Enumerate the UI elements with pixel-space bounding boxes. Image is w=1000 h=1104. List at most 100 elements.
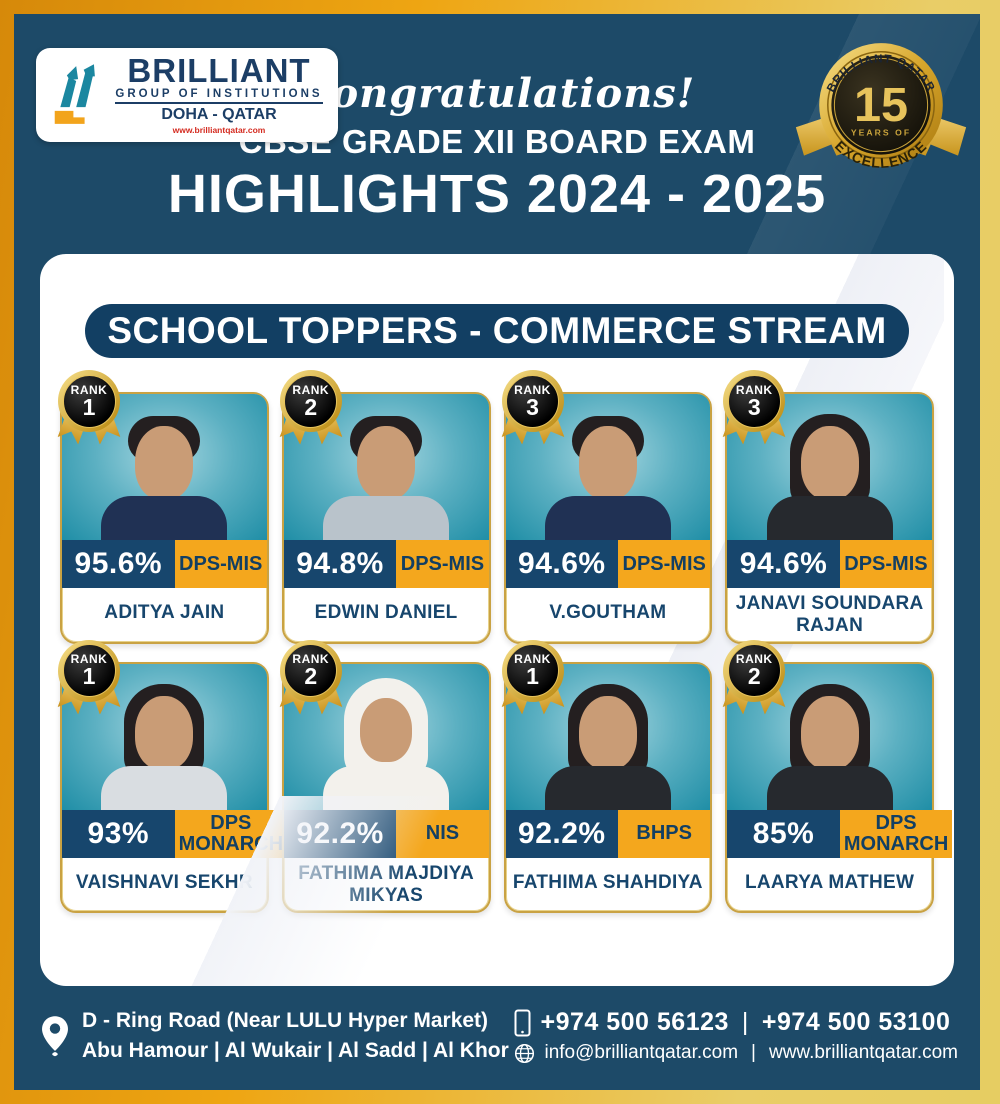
student-card: RANK 2 92.2% NIS FATHIMA MAJDIYA MIKYAS xyxy=(282,639,491,914)
stream-banner-title: SCHOOL TOPPERS - COMMERCE STREAM xyxy=(107,310,887,351)
phone-row: +974 500 56123 | +974 500 53100 xyxy=(514,1008,958,1037)
student-name: VAISHNAVI SEKHR xyxy=(75,871,253,893)
avatar-shoulders xyxy=(766,765,893,810)
cards-grid: RANK 1 95.6% DPS-MIS ADITYA JAIN RANK 2 xyxy=(40,358,954,914)
brilliant-logo-icon xyxy=(55,64,96,124)
rank-badge: RANK 1 xyxy=(501,639,564,722)
divider: | xyxy=(741,1008,749,1036)
rank-label: RANK xyxy=(70,382,108,397)
address-block: D - Ring Road (Near LULU Hyper Market) A… xyxy=(40,1009,509,1063)
score-row: 94.6% DPS-MIS xyxy=(727,540,932,588)
address-line-2: Abu Hamour | Al Wukair | Al Sadd | Al Kh… xyxy=(82,1039,509,1062)
score-row: 93% DPS MONARCH xyxy=(62,809,288,858)
score-percentage: 94.6% xyxy=(727,540,840,588)
avatar-shoulders xyxy=(766,496,893,540)
score-percentage: 94.8% xyxy=(283,540,397,588)
logo-website: www.brilliantqatar.com xyxy=(172,124,266,135)
avatar-face xyxy=(135,426,194,500)
score-row: 92.2% BHPS xyxy=(505,809,711,858)
rank-circle: RANK 2 xyxy=(723,639,786,702)
logo-subtitle: GROUP OF INSTITUTIONS xyxy=(115,88,323,104)
footer: D - Ring Road (Near LULU Hyper Market) A… xyxy=(14,986,980,1064)
rank-badge: RANK 1 xyxy=(58,370,120,452)
brilliant-logo: BRILLIANT GROUP OF INSTITUTIONS DOHA - Q… xyxy=(36,48,338,142)
brilliant-logo-text: BRILLIANT GROUP OF INSTITUTIONS DOHA - Q… xyxy=(115,52,323,135)
score-row: 85% DPS MONARCH xyxy=(727,809,953,858)
avatar-face xyxy=(578,695,637,770)
school-name: DPS-MIS xyxy=(839,540,932,588)
avatar-shoulders xyxy=(323,496,450,540)
divider: | xyxy=(751,1042,756,1063)
rank-circle: RANK 2 xyxy=(279,639,342,702)
student-name: FATHIMA MAJDIYA MIKYAS xyxy=(298,862,475,906)
student-card: RANK 1 92.2% BHPS FATHIMA SHAHDIYA xyxy=(504,639,713,914)
highlights-title: HIGHLIGHTS 2024 - 2025 xyxy=(167,164,827,224)
student-photo xyxy=(727,394,932,540)
rank-badge: RANK 3 xyxy=(502,370,564,452)
rank-circle: RANK 1 xyxy=(58,370,120,432)
rank-number: 3 xyxy=(747,393,761,420)
student-card: RANK 2 94.8% DPS-MIS EDWIN DANIEL xyxy=(282,370,491,644)
rank-number: 1 xyxy=(82,393,96,420)
logo-name: BRILLIANT xyxy=(127,52,311,90)
logo-location: DOHA - QATAR xyxy=(161,105,277,123)
rank-number: 3 xyxy=(526,393,539,420)
phone-number-2: +974 500 53100 xyxy=(761,1008,951,1036)
rank-badge: RANK 2 xyxy=(279,639,342,722)
student-name: ADITYA JAIN xyxy=(104,602,225,624)
avatar-shoulders xyxy=(101,765,228,810)
rank-badge: RANK 2 xyxy=(723,639,786,722)
rank-label: RANK xyxy=(514,652,551,667)
phone-icon xyxy=(514,1009,531,1036)
score-row: 94.6% DPS-MIS xyxy=(505,540,711,588)
student-name: FATHIMA SHAHDIYA xyxy=(512,871,703,893)
contact-block: +974 500 56123 | +974 500 53100 info@bri… xyxy=(514,1008,958,1064)
student-name: JANAVI SOUNDARA RAJAN xyxy=(735,593,924,636)
rank-circle: RANK 2 xyxy=(279,370,342,432)
score-percentage: 93% xyxy=(62,809,175,858)
rank-number: 2 xyxy=(304,393,318,420)
location-pin-icon xyxy=(42,1016,68,1057)
stream-banner: SCHOOL TOPPERS - COMMERCE STREAM xyxy=(85,304,909,358)
rank-badge: RANK 2 xyxy=(280,370,342,452)
avatar-face xyxy=(357,426,416,500)
school-name: NIS xyxy=(396,809,489,858)
student-photo xyxy=(62,663,267,810)
badge-number: 15 xyxy=(854,78,908,132)
school-name: DPS-MIS xyxy=(618,540,711,588)
avatar-face xyxy=(578,426,637,500)
rank-label: RANK xyxy=(514,382,551,397)
avatar-face xyxy=(135,695,194,770)
address-lines: D - Ring Road (Near LULU Hyper Market) A… xyxy=(82,1009,509,1063)
student-card: RANK 1 95.6% DPS-MIS ADITYA JAIN xyxy=(60,370,269,644)
student-photo xyxy=(283,394,489,540)
rank-label: RANK xyxy=(735,652,773,667)
avatar-shoulders xyxy=(544,496,671,540)
poster-background: BRILLIANT GROUP OF INSTITUTIONS DOHA - Q… xyxy=(14,14,980,1090)
rank-badge: RANK 3 xyxy=(723,370,785,452)
avatar-shoulders xyxy=(323,765,450,810)
toppers-panel: SCHOOL TOPPERS - COMMERCE STREAM RANK 1 … xyxy=(40,254,954,986)
website-url: www.brilliantqatar.com xyxy=(768,1042,958,1063)
header: BRILLIANT GROUP OF INSTITUTIONS DOHA - Q… xyxy=(14,14,980,238)
rank-number: 1 xyxy=(526,663,539,690)
email-address: info@brilliantqatar.com xyxy=(544,1042,739,1063)
badge-years-of: YEARS OF xyxy=(851,127,911,137)
school-name: DPS-MIS xyxy=(396,540,489,588)
rank-circle: RANK 1 xyxy=(501,639,564,702)
avatar-face xyxy=(360,697,413,762)
phone-number-1: +974 500 56123 xyxy=(540,1008,729,1036)
rank-label: RANK xyxy=(292,652,330,667)
rank-circle: RANK 3 xyxy=(501,370,564,432)
school-name: BHPS xyxy=(618,809,711,858)
web-row: info@brilliantqatar.com | www.brilliantq… xyxy=(514,1042,958,1064)
globe-icon xyxy=(515,1043,535,1063)
student-card: RANK 3 94.6% DPS-MIS V.GOUTHAM xyxy=(504,370,713,644)
student-card: RANK 1 93% DPS MONARCH VAISHNAVI SEKHR xyxy=(60,639,288,914)
fifteen-years-badge: BRILLIANT QATAR 15 YEARS OF EXCELLENCE xyxy=(795,43,967,172)
score-percentage: 92.2% xyxy=(283,809,397,858)
address-line-1: D - Ring Road (Near LULU Hyper Market) xyxy=(82,1009,489,1032)
rank-label: RANK xyxy=(70,652,108,667)
student-card: RANK 2 85% DPS MONARCH LAARYA MATHEW xyxy=(725,639,953,914)
